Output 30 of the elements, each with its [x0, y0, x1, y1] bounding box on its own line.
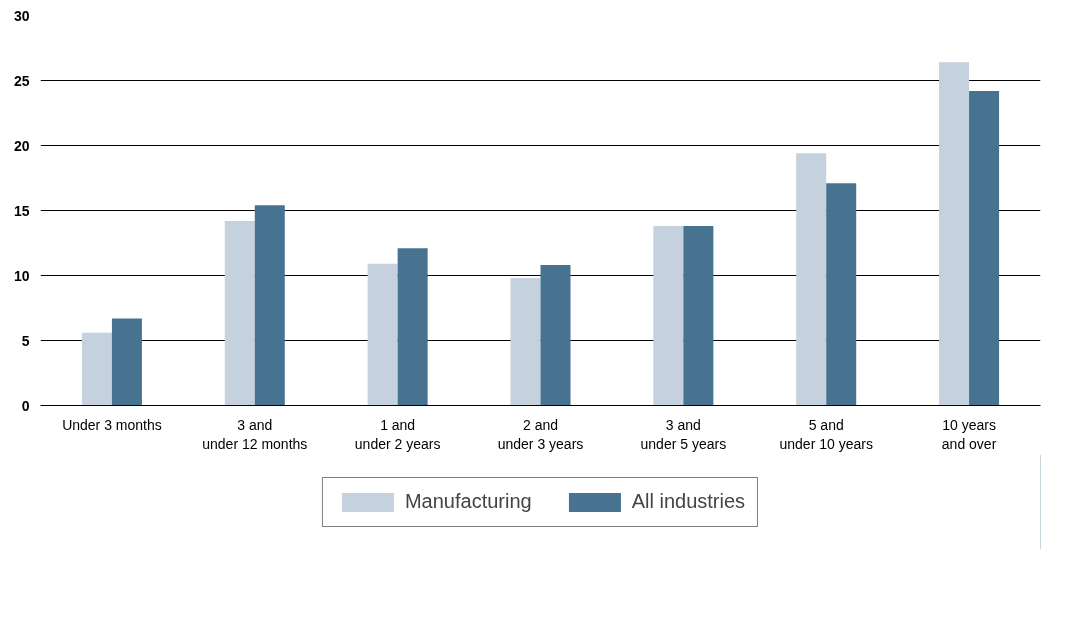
bar [939, 62, 970, 406]
y-tick-label: 30 [13, 7, 30, 24]
legend-label: Manufacturing [404, 490, 532, 513]
bar [254, 205, 285, 406]
y-tick-label: 0 [21, 397, 30, 414]
x-tick-label: 1 and under 2 years [354, 416, 441, 452]
y-tick-label: 20 [13, 137, 30, 154]
bar [81, 332, 112, 406]
bar [397, 248, 428, 406]
legend-label: All industries [631, 490, 746, 513]
bar [367, 263, 398, 406]
bar [540, 265, 571, 406]
bar [683, 226, 714, 406]
y-tick-label: 10 [13, 267, 30, 284]
x-tick-label: Under 3 months [62, 416, 162, 433]
bar [653, 226, 684, 406]
x-tick-label: 2 and under 3 years [497, 416, 584, 452]
x-tick-label: 3 and under 5 years [640, 416, 727, 452]
y-tick-label: 25 [13, 72, 30, 89]
bar [826, 183, 857, 406]
bar [111, 318, 142, 406]
x-tick-label: 10 years and over [941, 416, 997, 452]
y-tick-label: 5 [21, 332, 30, 349]
bar [969, 90, 1000, 406]
bar [510, 278, 541, 406]
y-tick-label: 15 [13, 202, 30, 219]
x-tick-label: 5 and under 10 years [779, 416, 873, 452]
bar [224, 220, 255, 406]
bar [796, 153, 827, 406]
x-tick-label: 3 and under 12 months [202, 416, 308, 452]
